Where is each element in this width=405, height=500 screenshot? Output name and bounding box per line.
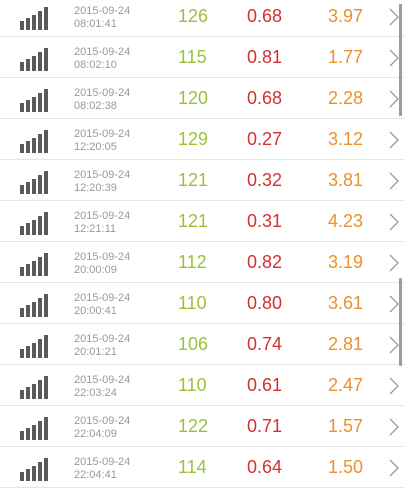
chevron-right-icon[interactable]: [389, 253, 399, 273]
scrollbar-bottom[interactable]: [399, 278, 402, 366]
row-date: 2015-09-24: [74, 210, 131, 222]
row-value-2: 0.68: [247, 6, 283, 26]
list-item[interactable]: 2015-09-24 08:02:10 115 0.81 1.77: [0, 37, 405, 78]
row-date: 2015-09-24: [74, 292, 131, 304]
chevron-right-icon[interactable]: [389, 335, 399, 355]
signal-bars-icon: [20, 129, 54, 153]
list-item[interactable]: 2015-09-24 20:00:41 110 0.80 3.61: [0, 283, 405, 324]
list-item[interactable]: 2015-09-24 22:04:41 114 0.64 1.50: [0, 447, 405, 488]
row-value-3: 3.19: [328, 252, 364, 272]
signal-bars-icon: [20, 334, 54, 358]
row-value-2: 0.80: [247, 293, 283, 313]
row-date: 2015-09-24: [74, 251, 131, 263]
chevron-right-icon[interactable]: [389, 294, 399, 314]
row-date: 2015-09-24: [74, 456, 131, 468]
row-time: 08:01:41: [74, 18, 117, 30]
row-value-2: 0.27: [247, 129, 283, 149]
chevron-right-icon[interactable]: [389, 48, 399, 68]
list-item[interactable]: 2015-09-24 08:01:41 126 0.68 3.97: [0, 0, 405, 37]
row-value-1: 120: [178, 88, 209, 108]
measurement-list: 2015-09-24 08:01:41 126 0.68 3.97 2015-0…: [0, 0, 405, 488]
row-date: 2015-09-24: [74, 415, 131, 427]
row-value-2: 0.64: [247, 457, 283, 477]
row-value-2: 0.81: [247, 47, 283, 67]
chevron-right-icon[interactable]: [389, 212, 399, 232]
chevron-right-icon[interactable]: [389, 130, 399, 150]
list-item[interactable]: 2015-09-24 22:03:24 110 0.61 2.47: [0, 365, 405, 406]
scrollbar-top[interactable]: [399, 4, 402, 116]
row-value-2: 0.61: [247, 375, 283, 395]
signal-bars-icon: [20, 416, 54, 440]
row-date: 2015-09-24: [74, 46, 131, 58]
row-time: 08:02:38: [74, 100, 117, 112]
list-item[interactable]: 2015-09-24 20:01:21 106 0.74 2.81: [0, 324, 405, 365]
row-date: 2015-09-24: [74, 5, 131, 17]
chevron-right-icon[interactable]: [389, 376, 399, 396]
row-value-1: 106: [178, 334, 209, 354]
signal-bars-icon: [20, 170, 54, 194]
row-value-3: 3.61: [328, 293, 364, 313]
signal-bars-icon: [20, 252, 54, 276]
signal-bars-icon: [20, 457, 54, 481]
row-value-3: 3.12: [328, 129, 364, 149]
signal-bars-icon: [20, 293, 54, 317]
chevron-right-icon[interactable]: [389, 417, 399, 437]
row-value-2: 0.31: [247, 211, 283, 231]
row-value-1: 110: [178, 293, 207, 313]
list-item[interactable]: 2015-09-24 22:04:09 122 0.71 1.57: [0, 406, 405, 447]
row-time: 12:20:39: [74, 182, 117, 194]
row-time: 20:00:09: [74, 264, 117, 276]
row-value-2: 0.74: [247, 334, 283, 354]
row-value-1: 112: [178, 252, 207, 272]
row-value-1: 110: [178, 375, 207, 395]
row-value-3: 3.97: [328, 6, 364, 26]
row-value-1: 115: [178, 47, 207, 67]
chevron-right-icon[interactable]: [389, 7, 399, 27]
row-value-2: 0.68: [247, 88, 283, 108]
row-value-2: 0.71: [247, 416, 283, 436]
row-value-1: 126: [178, 6, 209, 26]
row-value-2: 0.82: [247, 252, 283, 272]
row-value-3: 4.23: [328, 211, 364, 231]
signal-bars-icon: [20, 6, 54, 30]
list-item[interactable]: 2015-09-24 12:20:05 129 0.27 3.12: [0, 119, 405, 160]
row-value-1: 121: [178, 211, 209, 231]
row-time: 20:00:41: [74, 305, 117, 317]
row-date: 2015-09-24: [74, 374, 131, 386]
row-time: 22:04:09: [74, 428, 117, 440]
row-time: 22:04:41: [74, 469, 117, 481]
row-time: 20:01:21: [74, 346, 117, 358]
list-item[interactable]: 2015-09-24 12:21:11 121 0.31 4.23: [0, 201, 405, 242]
row-value-3: 3.81: [328, 170, 364, 190]
signal-bars-icon: [20, 88, 54, 112]
list-item[interactable]: 2015-09-24 08:02:38 120 0.68 2.28: [0, 78, 405, 119]
chevron-right-icon[interactable]: [389, 89, 399, 109]
row-time: 12:20:05: [74, 141, 117, 153]
row-value-1: 129: [178, 129, 209, 149]
signal-bars-icon: [20, 211, 54, 235]
row-value-3: 2.81: [328, 334, 364, 354]
chevron-right-icon[interactable]: [389, 458, 399, 478]
row-value-3: 1.50: [328, 457, 364, 477]
row-value-1: 122: [178, 416, 209, 436]
row-value-1: 121: [178, 170, 209, 190]
row-value-3: 2.28: [328, 88, 364, 108]
row-value-1: 114: [178, 457, 207, 477]
signal-bars-icon: [20, 375, 54, 399]
row-value-3: 1.57: [328, 416, 364, 436]
row-date: 2015-09-24: [74, 87, 131, 99]
row-date: 2015-09-24: [74, 169, 131, 181]
row-value-3: 2.47: [328, 375, 364, 395]
chevron-right-icon[interactable]: [389, 171, 399, 191]
list-item[interactable]: 2015-09-24 20:00:09 112 0.82 3.19: [0, 242, 405, 283]
row-value-2: 0.32: [247, 170, 283, 190]
row-time: 12:21:11: [74, 223, 117, 235]
list-item[interactable]: 2015-09-24 12:20:39 121 0.32 3.81: [0, 160, 405, 201]
row-date: 2015-09-24: [74, 333, 131, 345]
row-time: 22:03:24: [74, 387, 117, 399]
row-value-3: 1.77: [328, 47, 364, 67]
row-date: 2015-09-24: [74, 128, 131, 140]
signal-bars-icon: [20, 47, 54, 71]
row-time: 08:02:10: [74, 59, 117, 71]
